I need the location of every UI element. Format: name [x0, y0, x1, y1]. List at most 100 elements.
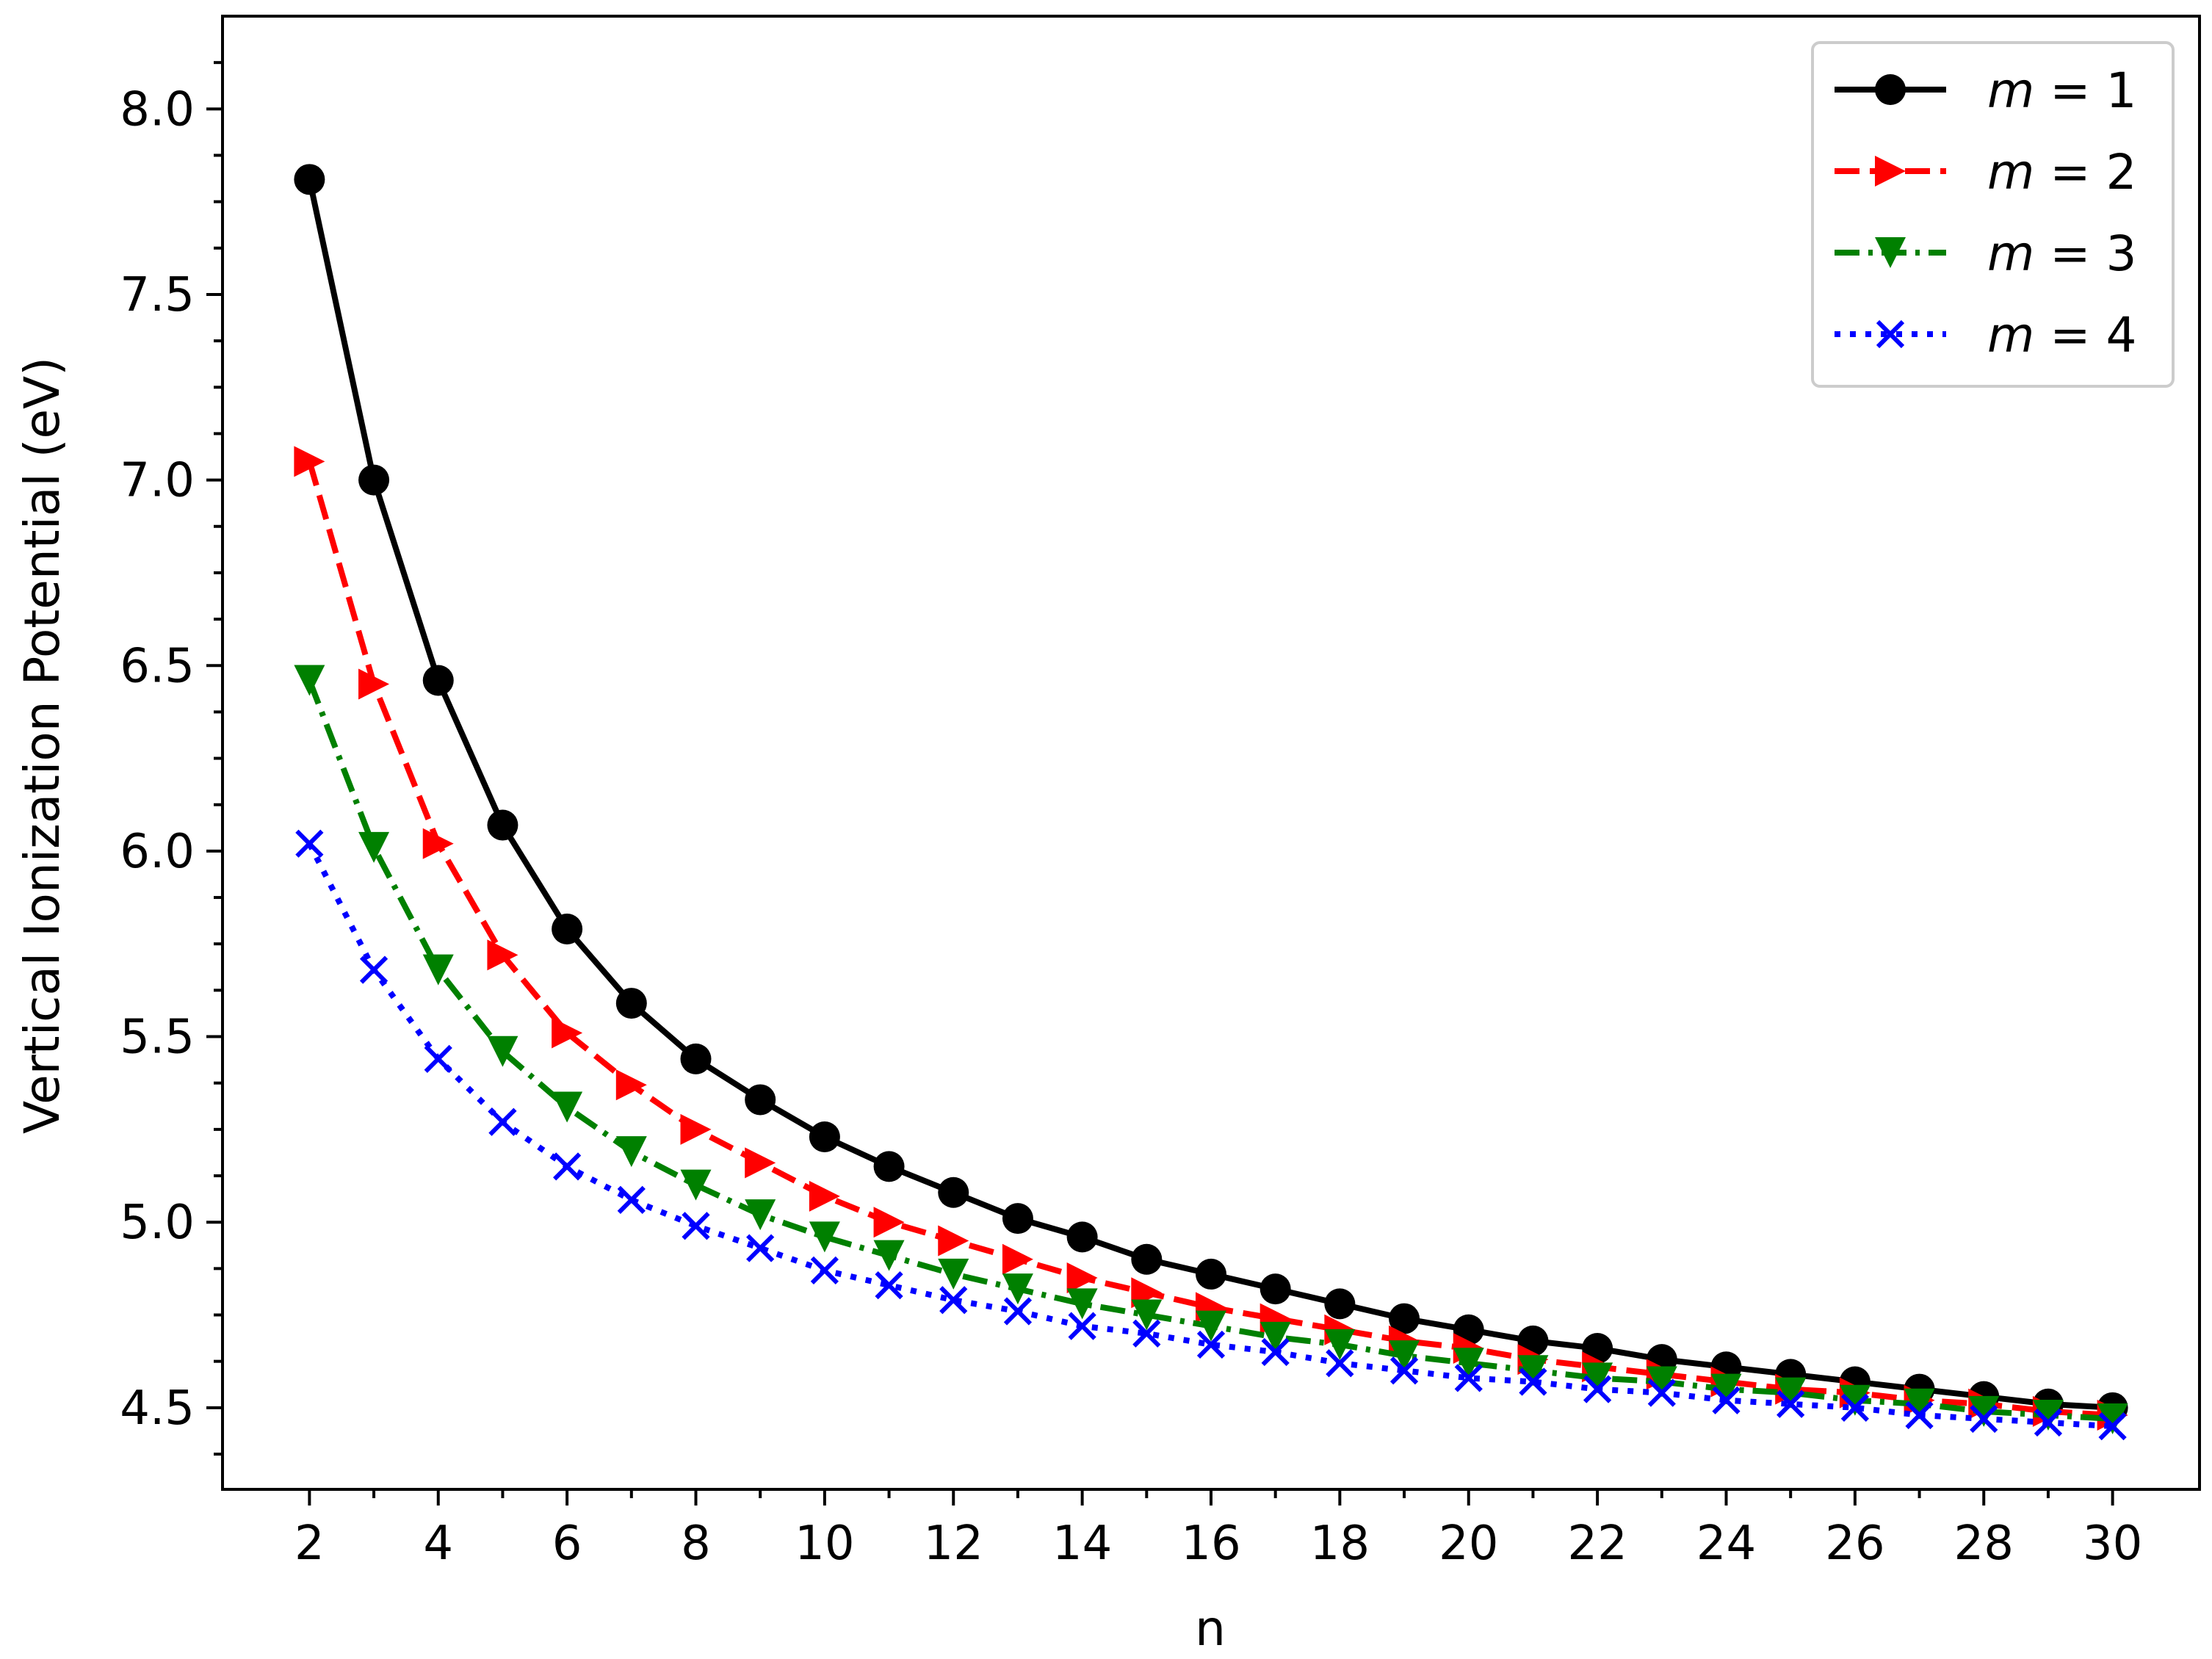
data-point [2097, 1403, 2128, 1434]
data-point [1002, 1273, 1033, 1305]
y-tick-label: 4.5 [120, 1381, 195, 1436]
data-point [1261, 1337, 1290, 1367]
x-tick-label: 22 [1567, 1517, 1627, 1571]
data-point [1646, 1366, 1677, 1398]
series-line [306, 842, 2113, 1430]
data-point [939, 1286, 968, 1315]
data-point [1259, 1321, 1291, 1353]
x-axis-label: n [1195, 1600, 1226, 1657]
legend-entry-m1: m = 1 [1835, 62, 2137, 119]
data-point [938, 1225, 969, 1257]
data-point [1389, 1303, 1420, 1334]
x-tick-label: 30 [2083, 1517, 2142, 1571]
data-point [1389, 1356, 1419, 1385]
data-point [1066, 1221, 1098, 1253]
data-point [1777, 1389, 1805, 1418]
data-point [358, 464, 390, 496]
data-point [680, 1043, 712, 1074]
y-tick-label: 7.0 [120, 454, 195, 508]
data-point [422, 665, 454, 696]
data-point [487, 1035, 518, 1067]
data-point [422, 954, 454, 986]
x-tick-label: 12 [924, 1517, 983, 1571]
data-point [746, 1234, 775, 1262]
data-point [552, 914, 583, 945]
data-point [682, 1212, 710, 1240]
data-point [617, 1185, 646, 1214]
x-tick-label: 6 [552, 1517, 582, 1571]
data-point [1968, 1395, 2000, 1427]
legend: m = 1 m = 2 m = 3 m = 4 [1811, 41, 2175, 388]
data-point [938, 1177, 969, 1208]
data-point [422, 828, 454, 859]
data-point [745, 1147, 776, 1179]
data-point [1066, 1262, 1098, 1293]
data-point [809, 1221, 840, 1253]
legend-entry-m3: m = 3 [1835, 225, 2137, 282]
legend-label: m = 4 [1987, 307, 2137, 364]
data-point [552, 1017, 583, 1049]
data-point [424, 1044, 452, 1073]
data-point [1647, 1378, 1676, 1407]
data-point [1002, 1243, 1033, 1275]
data-point [745, 1084, 776, 1116]
x-tick-label: 10 [795, 1517, 854, 1571]
data-point [359, 955, 388, 984]
y-tick-label: 8.0 [120, 82, 195, 137]
data-point [1582, 1362, 1613, 1394]
data-point [680, 1113, 712, 1145]
data-point [938, 1258, 969, 1290]
data-point [1583, 1375, 1612, 1403]
x-tick-label: 26 [1825, 1517, 1884, 1571]
data-point [615, 1136, 647, 1168]
x-tick-label: 2 [294, 1517, 325, 1571]
axes-layer: 2 4 6 8 10 12 14 16 18 20 22 24 26 28 304.55.05.56.06.… [120, 15, 2201, 1571]
legend-marker [1876, 319, 1905, 349]
data-point [810, 1256, 839, 1285]
data-point [1196, 1258, 1226, 1290]
data-point [1904, 1388, 1935, 1420]
data-point [1453, 1348, 1484, 1379]
data-point [1196, 1330, 1226, 1359]
series-m3 [294, 665, 2128, 1434]
data-point [1712, 1386, 1741, 1414]
data-point [553, 1152, 582, 1181]
data-point [358, 668, 390, 700]
data-point [873, 1207, 905, 1238]
data-point [294, 446, 325, 477]
y-axis-label: Vertical Ionization Potential (eV) [14, 357, 71, 1134]
legend-marker [1875, 237, 1906, 268]
data-point [1196, 1310, 1226, 1342]
legend-entry-m4: m = 4 [1835, 307, 2137, 364]
legend-label: m = 2 [1987, 144, 2137, 200]
data-point [615, 988, 647, 1019]
data-point [1324, 1329, 1356, 1360]
data-point [1002, 1203, 1033, 1235]
legend-marker [1875, 74, 1906, 105]
x-tick-label: 28 [1954, 1517, 2014, 1571]
data-point [1454, 1364, 1483, 1392]
x-tick-label: 18 [1310, 1517, 1370, 1571]
data-point [294, 164, 325, 195]
data-point [809, 1180, 840, 1212]
data-point [1324, 1288, 1356, 1320]
data-point [552, 1091, 583, 1123]
x-tick-label: 4 [423, 1517, 453, 1571]
data-point [1519, 1367, 1547, 1396]
x-tick-label: 20 [1439, 1517, 1498, 1571]
data-point [358, 831, 390, 863]
legend-marker [1875, 156, 1906, 187]
data-point [680, 1169, 712, 1201]
y-tick-label: 7.5 [120, 268, 195, 322]
data-point [294, 665, 325, 696]
legend-entry-m2: m = 2 [1835, 144, 2137, 200]
data-point [2034, 1408, 2063, 1437]
data-point [1132, 1319, 1161, 1348]
data-point [488, 1107, 517, 1136]
data-point [2032, 1399, 2064, 1431]
legend-box [1811, 41, 2175, 388]
x-tick-label: 8 [681, 1517, 711, 1571]
data-point [295, 829, 324, 858]
data-point [1970, 1404, 1998, 1434]
